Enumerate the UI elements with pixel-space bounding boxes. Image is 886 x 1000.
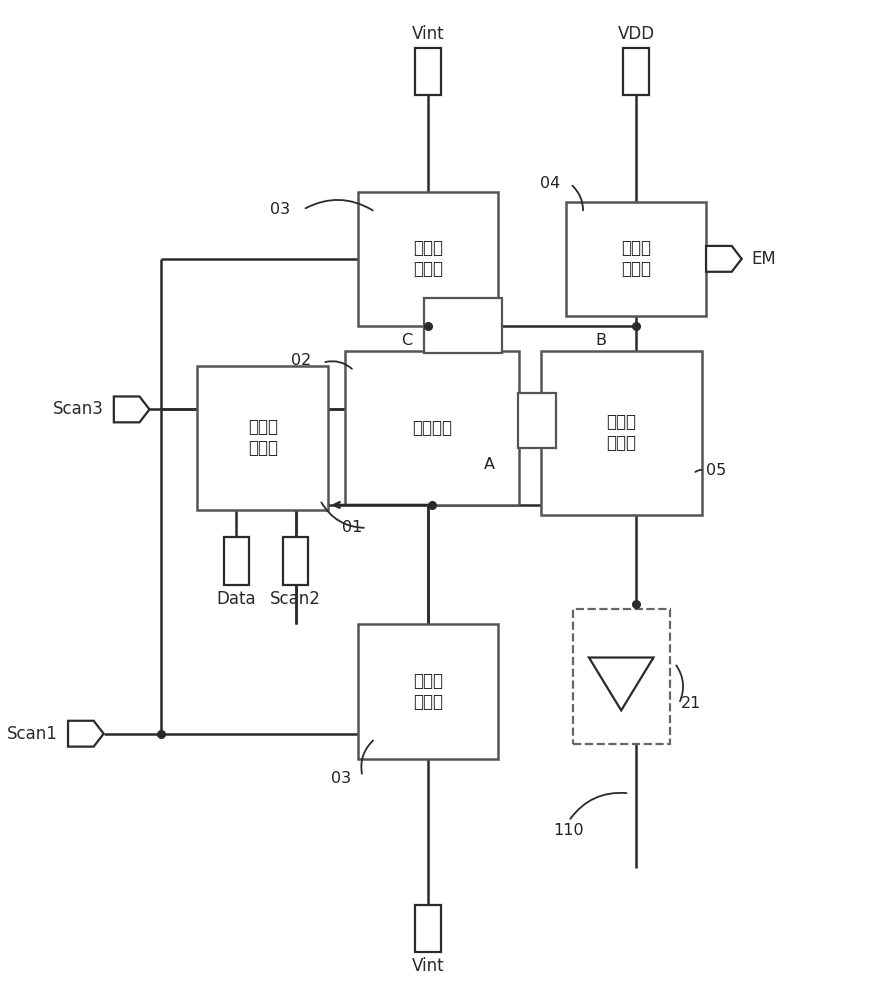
Text: 复位控
制模块: 复位控 制模块 [413,239,443,278]
Text: 21: 21 [680,696,700,711]
Bar [623,48,648,95]
Text: 04: 04 [540,176,559,191]
Bar [424,298,501,353]
Text: 02: 02 [291,353,311,368]
Text: Data: Data [216,589,256,607]
Text: 03: 03 [330,771,351,786]
Bar [358,624,498,759]
Bar [223,537,249,585]
Text: C: C [400,333,412,348]
Polygon shape [113,396,150,422]
Text: 驱动控
制模块: 驱动控 制模块 [605,413,635,452]
Text: Vint: Vint [411,25,444,43]
Bar [358,192,498,326]
Bar [572,609,670,744]
Text: Scan1: Scan1 [7,725,58,743]
Text: 数据写
入模块: 数据写 入模块 [247,418,277,457]
Text: EM: EM [751,250,776,268]
Text: Vint: Vint [411,957,444,975]
Text: 01: 01 [342,520,362,535]
Text: 03: 03 [270,202,290,217]
Bar [415,48,440,95]
Polygon shape [588,658,653,710]
Bar [517,393,556,448]
Text: 110: 110 [553,823,583,838]
Text: Scan3: Scan3 [53,400,104,418]
Bar [197,366,328,510]
Polygon shape [705,246,741,272]
Text: B: B [595,333,605,348]
Text: A: A [484,457,494,472]
Bar [345,351,519,505]
Text: VDD: VDD [617,25,654,43]
Text: 补偿模块: 补偿模块 [412,419,452,437]
Bar [415,905,440,952]
Text: Scan2: Scan2 [270,589,321,607]
Text: 05: 05 [705,463,726,478]
Polygon shape [68,721,104,747]
Text: 发光控
制模块: 发光控 制模块 [620,239,650,278]
Bar [283,537,308,585]
Text: 复位控
制模块: 复位控 制模块 [413,672,443,711]
Bar [540,351,701,515]
Bar [565,202,705,316]
